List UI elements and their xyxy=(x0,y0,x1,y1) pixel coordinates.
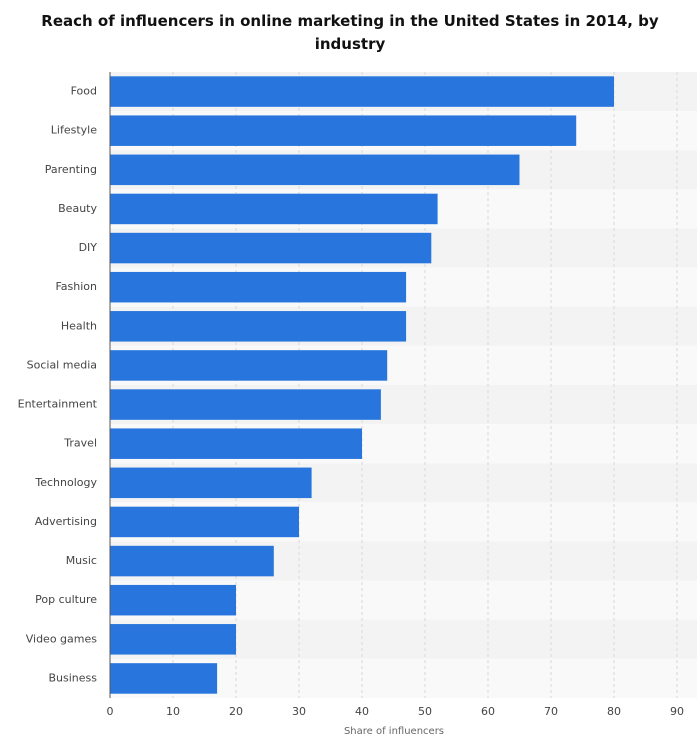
y-tick-label: Business xyxy=(48,671,97,684)
bar xyxy=(110,311,407,342)
x-tick-label: 0 xyxy=(107,705,114,718)
y-tick-label: Travel xyxy=(63,437,97,450)
bar xyxy=(110,624,236,655)
x-tick-label: 70 xyxy=(544,705,558,718)
y-tick-label: DIY xyxy=(79,241,98,254)
bar xyxy=(110,115,577,146)
y-tick-label: Health xyxy=(61,319,97,332)
y-tick-label: Lifestyle xyxy=(51,124,97,137)
bar xyxy=(110,663,218,694)
y-tick-label: Parenting xyxy=(45,163,97,176)
bar xyxy=(110,271,407,303)
bar xyxy=(110,467,312,499)
y-tick-label: Technology xyxy=(34,476,97,489)
y-tick-label: Entertainment xyxy=(18,398,98,411)
x-tick-label: 60 xyxy=(481,705,495,718)
y-tick-label: Pop culture xyxy=(35,593,97,606)
bar xyxy=(110,545,274,577)
y-tick-label: Food xyxy=(71,85,97,98)
x-tick-label: 80 xyxy=(607,705,621,718)
bar xyxy=(110,350,388,381)
x-tick-label: 40 xyxy=(355,705,369,718)
bar xyxy=(110,584,236,616)
y-tick-label: Fashion xyxy=(55,280,97,293)
y-tick-label: Advertising xyxy=(35,515,97,528)
bar xyxy=(110,193,438,225)
bar xyxy=(110,76,614,107)
bar xyxy=(110,506,299,538)
y-tick-label: Music xyxy=(66,554,97,567)
bar xyxy=(110,154,520,186)
y-tick-label: Social media xyxy=(27,358,97,371)
x-axis-label: Share of influencers xyxy=(344,726,444,737)
bar xyxy=(110,232,432,264)
x-tick-label: 10 xyxy=(166,705,180,718)
x-tick-label: 30 xyxy=(292,705,306,718)
x-tick-label: 90 xyxy=(670,705,684,718)
bar xyxy=(110,428,362,459)
bar xyxy=(110,389,381,420)
chart-title: Reach of influencers in online marketing… xyxy=(41,12,659,53)
x-tick-label: 20 xyxy=(229,705,243,718)
y-tick-label: Beauty xyxy=(58,202,97,215)
y-tick-label: Video games xyxy=(26,632,98,645)
x-tick-label: 50 xyxy=(418,705,432,718)
